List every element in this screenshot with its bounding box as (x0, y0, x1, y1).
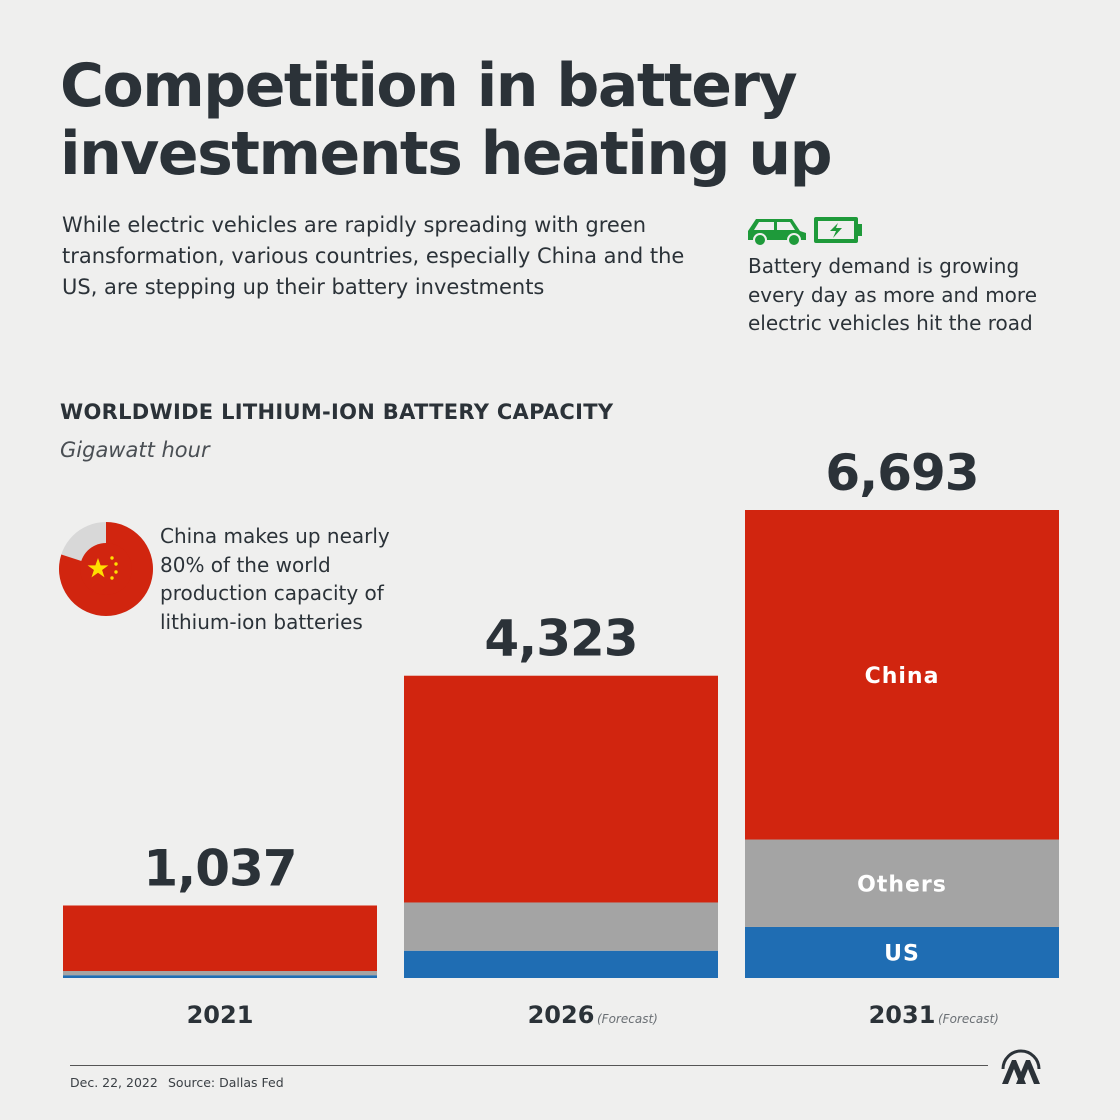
segment-label-others: Others (857, 872, 947, 897)
segment-label-us: US (884, 941, 920, 966)
title-line-2: investments heating up (60, 119, 833, 189)
aa-logo: AA (1001, 1049, 1041, 1084)
bar-china-2026 (404, 675, 718, 903)
bar-others-2031 (745, 839, 1059, 927)
china-share-note: China makes up nearly 80% of the world p… (160, 524, 390, 634)
total-label-2021: 1,037 (143, 839, 296, 897)
forecast-note-2031: (Forecast) (938, 1012, 999, 1026)
category-label-2021: 2021 (187, 1001, 254, 1029)
category-label-2026: 2026 (528, 1001, 595, 1029)
footer-divider (70, 1065, 988, 1066)
bar-others-2026 (404, 902, 718, 951)
china-share-donut (58, 522, 153, 616)
category-label-2031: 2031 (869, 1001, 936, 1029)
car-icon (748, 219, 806, 247)
bar-others-2021 (63, 971, 377, 976)
bar-us-2026 (404, 950, 718, 978)
total-label-2031: 6,693 (825, 444, 978, 502)
footer-source: Source: Dallas Fed (168, 1075, 284, 1090)
total-label-2026: 4,323 (484, 610, 637, 668)
bar-china-2021 (63, 905, 377, 972)
bar-us-2021 (63, 975, 377, 978)
china-flag-stars-icon (87, 556, 118, 580)
intro-text: While electric vehicles are rapidly spre… (62, 213, 685, 299)
bar-us-2031 (745, 926, 1059, 978)
page-title: Competition in battery investments heati… (60, 52, 1060, 188)
battery-icon (814, 217, 862, 243)
chart-unit: Gigawatt hour (60, 438, 210, 462)
ev-note: Battery demand is growing every day as m… (748, 254, 1037, 335)
forecast-note-2026: (Forecast) (597, 1012, 658, 1026)
chart-title: WORLDWIDE LITHIUM-ION BATTERY CAPACITY (60, 400, 614, 424)
bar-china-2031 (745, 510, 1059, 840)
title-line-1: Competition in battery (60, 51, 798, 121)
ev-battery-icons (748, 217, 862, 247)
footer-date: Dec. 22, 2022 (70, 1075, 158, 1090)
segment-label-china: China (865, 664, 940, 689)
